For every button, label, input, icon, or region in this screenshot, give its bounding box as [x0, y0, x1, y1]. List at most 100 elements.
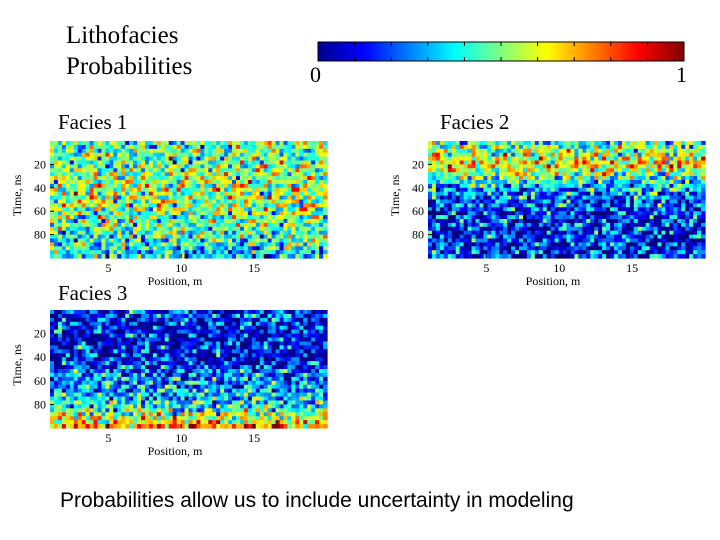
heatmap-cell [606, 203, 611, 208]
heatmap-cell [105, 242, 110, 247]
heatmap-cell [117, 203, 122, 208]
heatmap-cell [546, 246, 552, 251]
heatmap-cell [148, 317, 154, 323]
heatmap-cell [101, 172, 106, 177]
heatmap-cell [196, 148, 201, 154]
heatmap-cell [113, 234, 118, 240]
heatmap-cell [463, 187, 469, 193]
heatmap-cell [685, 246, 690, 251]
heatmap-cell [507, 172, 512, 177]
heatmap-cell [109, 238, 114, 243]
heatmap-cell [184, 148, 190, 154]
heatmap-cell [291, 329, 296, 335]
heatmap-cell [184, 254, 190, 259]
heatmap-cell [319, 325, 324, 331]
heatmap-cell [271, 164, 277, 169]
heatmap-cell [629, 222, 635, 228]
heatmap-cell [558, 254, 564, 259]
heatmap-cell [204, 219, 209, 224]
heatmap-cell [228, 183, 233, 189]
heatmap-cell [570, 176, 576, 181]
heatmap-cell [232, 148, 237, 154]
heatmap-cell [598, 234, 603, 240]
heatmap-cell [669, 226, 674, 232]
heatmap-cell [511, 160, 516, 165]
heatmap-cell [144, 226, 150, 232]
heatmap-cell [574, 148, 579, 154]
heatmap-cell [121, 226, 126, 232]
heatmap-cell [251, 207, 257, 212]
heatmap-cell [255, 329, 261, 335]
heatmap-cell [617, 234, 623, 240]
heatmap-cell [152, 317, 158, 323]
heatmap-cell [121, 345, 126, 350]
heatmap-cell [204, 207, 209, 212]
heatmap-cell [212, 144, 217, 150]
heatmap-cell [534, 160, 540, 165]
heatmap-cell [176, 238, 182, 243]
heatmap-cell [511, 199, 516, 204]
heatmap-cell [550, 141, 556, 146]
heatmap-cell [443, 234, 449, 240]
heatmap-cell [633, 187, 639, 193]
heatmap-cell [538, 219, 544, 224]
heatmap-cell [259, 211, 265, 216]
heatmap-cell [625, 152, 631, 158]
heatmap-cell [673, 222, 678, 228]
heatmap-cell [243, 325, 249, 331]
heatmap-cell [129, 329, 134, 335]
heatmap-cell [65, 222, 71, 228]
heatmap-cell [224, 203, 229, 208]
heatmap-cell [669, 160, 674, 165]
heatmap-cell [463, 222, 469, 228]
heatmap-cell [263, 250, 269, 255]
heatmap-cell [669, 219, 674, 224]
heatmap-cell [689, 238, 694, 243]
heatmap-cell [53, 195, 59, 201]
heatmap-cell [196, 254, 201, 259]
heatmap-cell [542, 152, 548, 158]
heatmap-cell [228, 250, 233, 255]
heatmap-cell [554, 160, 560, 165]
heatmap-cell [558, 191, 564, 197]
heatmap-cell [137, 222, 142, 228]
heatmap-cell [645, 176, 651, 181]
heatmap-cell [562, 152, 568, 158]
heatmap-cell [129, 341, 134, 346]
heatmap-cell [291, 152, 296, 158]
heatmap-cell [287, 183, 292, 189]
heatmap-cell [582, 152, 587, 158]
heatmap-cell [582, 164, 587, 169]
heatmap-cell [530, 234, 536, 240]
heatmap-cell [259, 195, 265, 201]
heatmap-cell [625, 250, 631, 255]
heatmap-cell [431, 242, 437, 247]
heatmap-cell [323, 329, 328, 335]
heatmap-cell [443, 203, 449, 208]
heatmap-cell [657, 254, 663, 259]
heatmap-cell [455, 160, 461, 165]
heatmap-cell [693, 250, 698, 255]
heatmap-cell [89, 183, 95, 189]
heatmap-cell [200, 250, 205, 255]
heatmap-cell [148, 242, 154, 247]
heatmap-cell [228, 238, 233, 243]
heatmap-cell [73, 242, 79, 247]
heatmap-cell [610, 215, 615, 220]
heatmap-cell [507, 164, 512, 169]
heatmap-cell [283, 172, 289, 177]
heatmap-cell [519, 160, 524, 165]
heatmap-cell [73, 250, 79, 255]
heatmap-cell [263, 321, 269, 327]
heatmap-cell [121, 337, 126, 343]
heatmap-cell [534, 164, 540, 169]
heatmap-cell [319, 329, 324, 335]
heatmap-cell [471, 215, 477, 220]
heatmap-cell [279, 230, 285, 236]
heatmap-cell [208, 144, 213, 150]
heatmap-cell [303, 191, 308, 197]
heatmap-cell [697, 195, 702, 201]
heatmap-cell [69, 156, 75, 162]
heatmap-cell [184, 164, 190, 169]
heatmap-cell [606, 160, 611, 165]
